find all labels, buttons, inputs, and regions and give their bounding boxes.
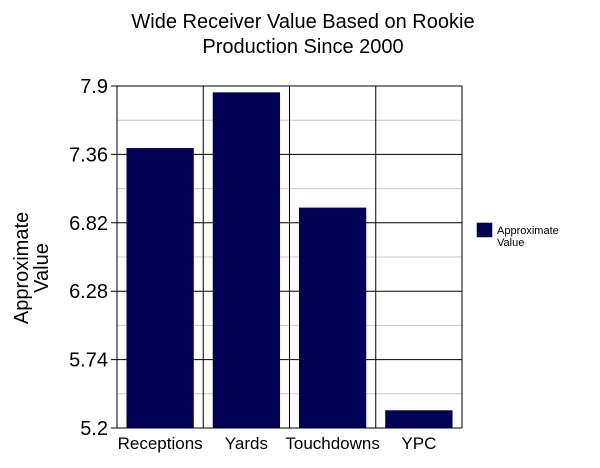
legend-swatch bbox=[476, 222, 493, 238]
legend-label-line-1: Approximate bbox=[497, 225, 559, 237]
y-tick-label: 7.9 bbox=[80, 76, 108, 98]
y-tick-label: 6.82 bbox=[69, 213, 108, 235]
legend-label-line-2: Value bbox=[497, 237, 524, 249]
bar-ypc bbox=[385, 410, 453, 428]
x-tick-label: Yards bbox=[225, 434, 268, 453]
y-tick-label: 5.2 bbox=[80, 418, 108, 440]
bar-receptions bbox=[126, 148, 194, 429]
legend: Approximate Value bbox=[476, 222, 559, 249]
y-tick-label: 7.36 bbox=[69, 144, 108, 166]
chart-title-line-2: Production Since 2000 bbox=[202, 36, 403, 58]
y-axis-label: Approximate Value bbox=[11, 212, 53, 324]
chart-title: Wide Receiver Value Based on Rookie Prod… bbox=[131, 11, 474, 58]
x-tick-label: YPC bbox=[401, 434, 436, 453]
x-tick-label: Receptions bbox=[118, 434, 203, 453]
plot-area: 7.9 7.36 6.82 6.28 5.74 5.2 Receptions Yards Tou… bbox=[69, 76, 463, 453]
y-axis-label-line-1: Approximate bbox=[11, 212, 33, 324]
y-tick-label: 6.28 bbox=[69, 281, 108, 303]
bar-yards bbox=[212, 92, 281, 428]
bar-touchdowns bbox=[298, 207, 367, 428]
y-tick-label: 5.74 bbox=[69, 350, 108, 372]
chart-title-line-1: Wide Receiver Value Based on Rookie bbox=[131, 11, 474, 33]
x-tick-label: Touchdowns bbox=[285, 434, 380, 453]
y-axis-label-line-2: Value bbox=[31, 243, 53, 293]
